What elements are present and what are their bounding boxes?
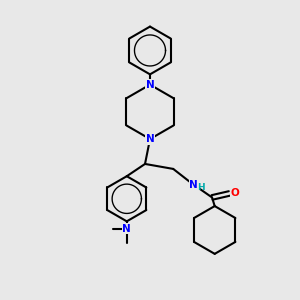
- Text: N: N: [146, 134, 154, 144]
- Text: N: N: [146, 80, 154, 90]
- Text: N: N: [122, 224, 131, 234]
- Text: H: H: [197, 183, 205, 192]
- Text: N: N: [189, 180, 198, 190]
- Text: O: O: [231, 188, 240, 199]
